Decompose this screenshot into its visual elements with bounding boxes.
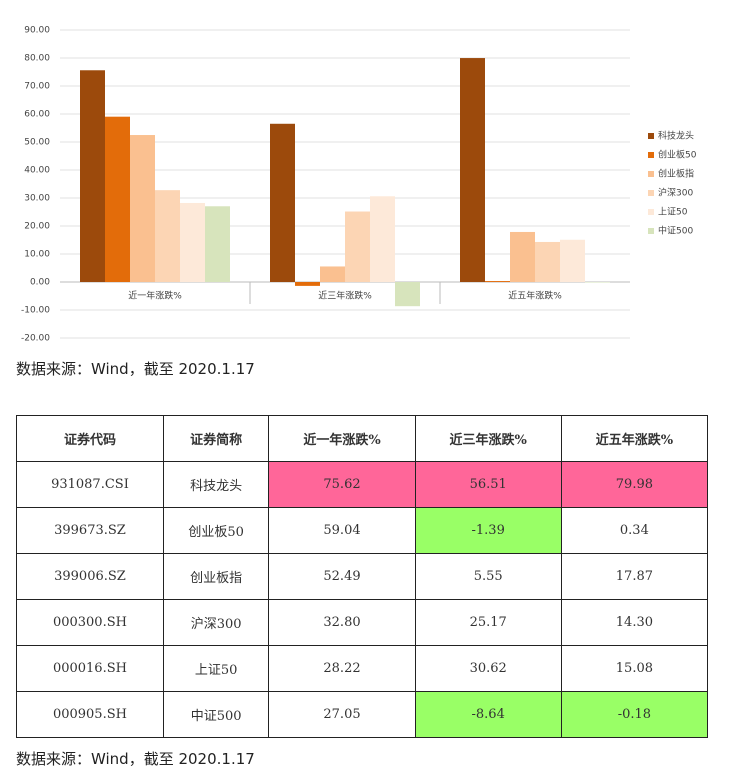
table-cell: -1.39: [414, 507, 562, 554]
bar: [460, 58, 485, 282]
legend-swatch: [648, 133, 654, 139]
table-row: 000300.SH 沪深300 32.80 25.17 14.30: [16, 599, 709, 646]
table-header: 证券代码 证券简称 近一年涨跌% 近三年涨跌% 近五年涨跌%: [16, 415, 709, 462]
legend-swatch: [648, 209, 654, 215]
y-tick-label: 70.00: [24, 82, 50, 92]
table-cell: 32.80: [268, 599, 416, 646]
bar: [560, 239, 585, 282]
table-cell: 000016.SH: [16, 645, 164, 692]
table-cell: 25.17: [414, 599, 562, 646]
table-cell: 0.34: [560, 507, 709, 554]
table-cell: 沪深300: [162, 599, 270, 646]
chart-source: 数据来源：Wind，截至 2020.1.17: [16, 360, 255, 378]
table-row: 000905.SH 中证500 27.05 -8.64 -0.18: [16, 691, 709, 738]
bar: [320, 266, 345, 282]
table-cell: 399006.SZ: [16, 553, 164, 600]
y-tick-label: -20.00: [21, 334, 50, 344]
table-row: 399006.SZ 创业板指 52.49 5.55 17.87: [16, 553, 709, 600]
legend-label: 创业板50: [658, 149, 697, 161]
table-cell: 399673.SZ: [16, 507, 164, 554]
table-row: 000016.SH 上证50 28.22 30.62 15.08: [16, 645, 709, 692]
legend-swatch: [648, 190, 654, 196]
table-cell: 30.62: [414, 645, 562, 692]
table-cell: -0.18: [560, 691, 709, 738]
table-cell: 000905.SH: [16, 691, 164, 738]
bar: [180, 202, 205, 282]
table-cell: 28.22: [268, 645, 416, 692]
header-cell: 证券简称: [162, 415, 270, 462]
table-cell: 14.30: [560, 599, 709, 646]
bar: [370, 196, 395, 282]
bar: [345, 211, 370, 282]
bar: [270, 123, 295, 282]
y-tick-label: 80.00: [24, 54, 50, 64]
table-cell: 上证50: [162, 645, 270, 692]
y-tick-label: 30.00: [24, 194, 50, 204]
legend-label: 沪深300: [658, 187, 693, 199]
header-cell: 近一年涨跌%: [268, 415, 416, 462]
header-cell: 证券代码: [16, 415, 164, 462]
table-cell: 15.08: [560, 645, 709, 692]
table-cell: 5.55: [414, 553, 562, 600]
table-cell: 52.49: [268, 553, 416, 600]
table-cell: 56.51: [414, 461, 562, 508]
table-row: 931087.CSI 科技龙头 75.62 56.51 79.98: [16, 461, 709, 508]
y-tick-label: 10.00: [24, 250, 50, 260]
y-tick-label: -10.00: [21, 306, 50, 316]
y-tick-label: 60.00: [24, 110, 50, 120]
bar: [105, 116, 130, 282]
x-tick-label: 近一年涨跌%: [128, 290, 182, 302]
table-cell: 27.05: [268, 691, 416, 738]
table-cell: 59.04: [268, 507, 416, 554]
bar: [485, 281, 510, 282]
bar: [155, 190, 180, 282]
table: 证券代码 证券简称 近一年涨跌% 近三年涨跌% 近五年涨跌% 931087.CSI 科技龙…: [16, 415, 709, 738]
bar: [80, 70, 105, 282]
y-tick-label: 20.00: [24, 222, 50, 232]
table-cell: 创业板50: [162, 507, 270, 554]
bar: [205, 206, 230, 282]
chart: -20.00 -10.00 0.00 10.00 20.00 30.00 40.00 50.0…: [21, 26, 697, 344]
legend-label: 创业板指: [658, 168, 694, 180]
legend-label: 上证50: [658, 207, 688, 218]
x-tick-label: 近五年涨跌%: [508, 290, 562, 302]
legend-swatch: [648, 152, 654, 158]
header-cell: 近三年涨跌%: [414, 415, 562, 462]
table-cell: 科技龙头: [162, 461, 270, 508]
table-cell: 000300.SH: [16, 599, 164, 646]
legend-swatch: [648, 228, 654, 234]
table-cell: 75.62: [268, 461, 416, 508]
x-tick-label: 近三年涨跌%: [318, 290, 372, 302]
y-tick-label: 0.00: [30, 278, 50, 288]
bar: [130, 135, 155, 282]
y-tick-label: 90.00: [24, 26, 50, 36]
table-cell: -8.64: [414, 691, 562, 738]
legend-swatch: [648, 171, 654, 177]
bar: [395, 282, 420, 307]
legend-label: 科技龙头: [658, 130, 694, 142]
table-source: 数据来源：Wind，截至 2020.1.17: [16, 750, 255, 768]
bar: [295, 282, 320, 286]
table-row: 399673.SZ 创业板50 59.04 -1.39 0.34: [16, 507, 709, 554]
table-cell: 中证500: [162, 691, 270, 738]
y-tick-label: 50.00: [24, 138, 50, 148]
legend-label: 中证500: [658, 225, 693, 237]
table-cell: 931087.CSI: [16, 461, 164, 508]
y-tick-label: 40.00: [24, 166, 50, 176]
bar: [510, 231, 535, 282]
bar: [535, 241, 560, 282]
header-cell: 近五年涨跌%: [560, 415, 709, 462]
bar: [585, 282, 610, 283]
table-cell: 17.87: [560, 553, 709, 600]
table-cell: 79.98: [560, 461, 709, 508]
table-cell: 创业板指: [162, 553, 270, 600]
